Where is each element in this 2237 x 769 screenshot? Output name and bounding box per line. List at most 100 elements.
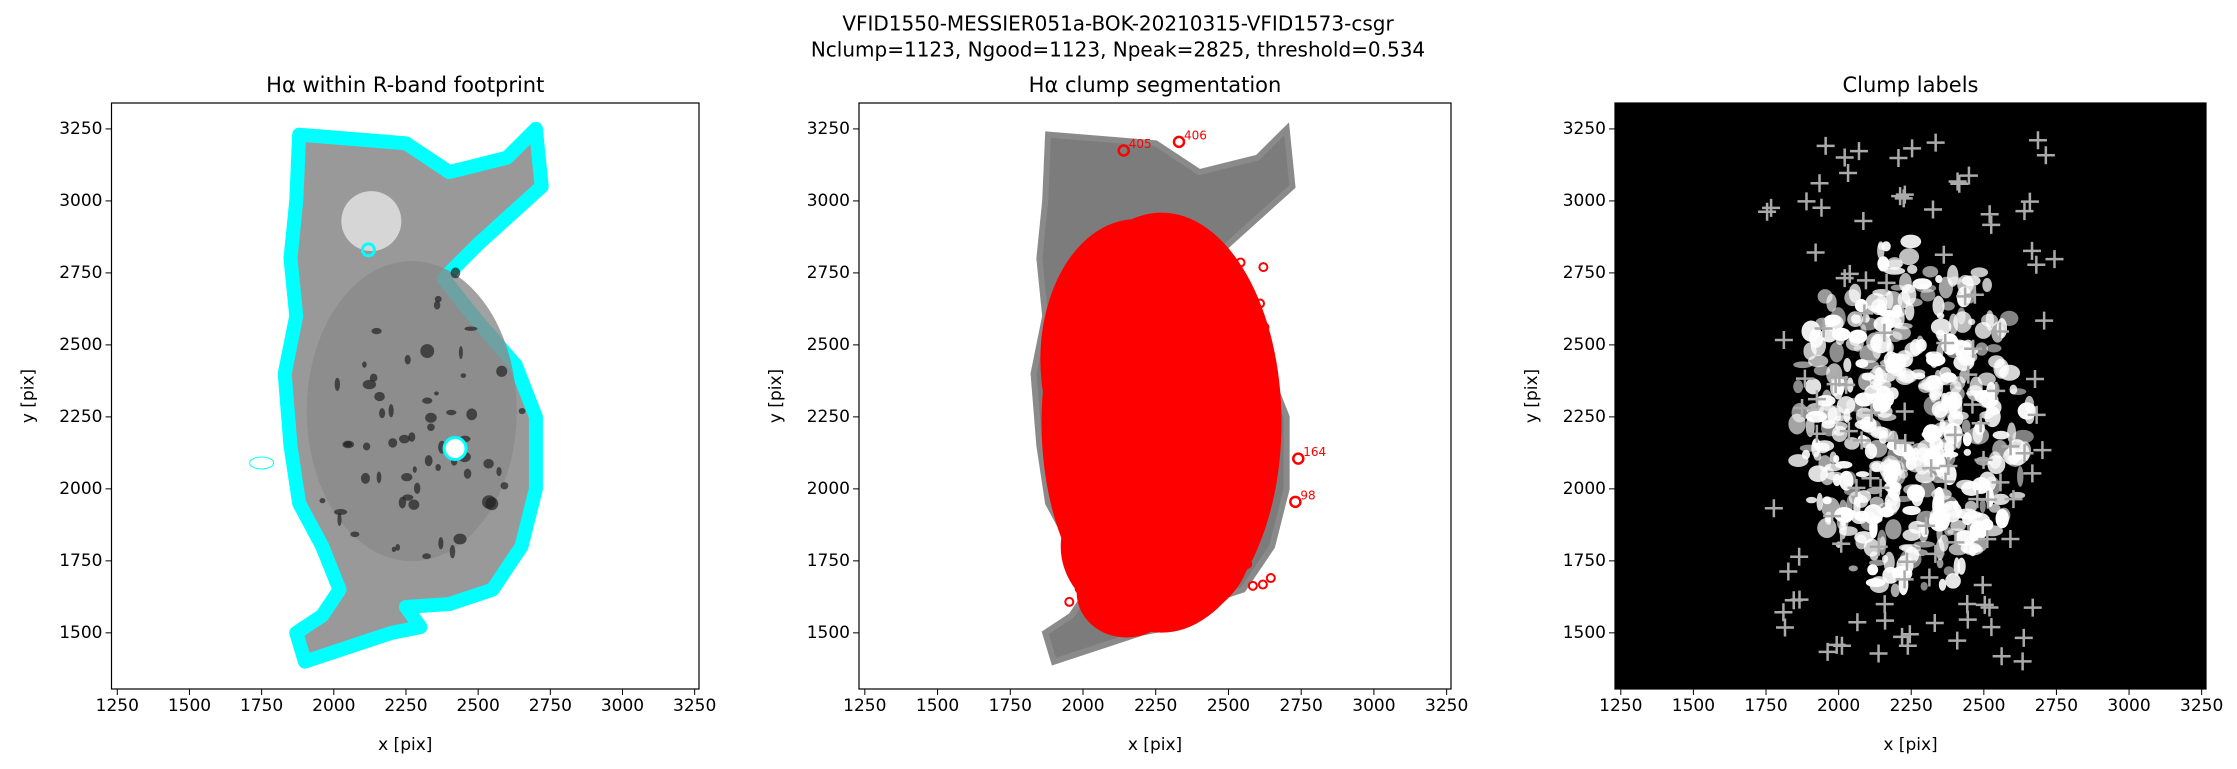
blob <box>1955 411 1969 420</box>
cross <box>1875 323 1894 342</box>
clump <box>1164 428 1175 439</box>
blob <box>1883 551 1895 574</box>
cross <box>1946 425 1965 444</box>
x-tick-label: 3000 <box>1352 696 1395 716</box>
star <box>442 436 468 462</box>
clump <box>1088 271 1099 282</box>
y-axis-label: y [pix] <box>19 369 39 423</box>
cross <box>1891 187 1910 206</box>
cross <box>1980 598 1999 617</box>
cross <box>1779 562 1798 581</box>
image <box>111 103 699 689</box>
y-tick-label: 3000 <box>59 191 102 211</box>
blob <box>1847 311 1864 328</box>
blob <box>1939 402 1956 412</box>
cross <box>1959 166 1978 185</box>
blob <box>412 466 417 473</box>
blob <box>500 482 509 490</box>
clump <box>1152 303 1163 314</box>
blob <box>1890 308 1905 329</box>
blob <box>1848 491 1863 505</box>
blob <box>1813 451 1822 461</box>
blob <box>1839 470 1854 491</box>
x-tick-label: 1500 <box>916 696 959 716</box>
clump <box>1099 558 1110 569</box>
blob <box>2017 466 2024 487</box>
blob <box>1857 359 1879 370</box>
blob <box>1966 390 1982 397</box>
blob <box>402 494 414 501</box>
clump <box>1191 593 1202 604</box>
blob <box>1805 496 1817 504</box>
blob <box>1817 289 1833 304</box>
blob <box>1902 529 1921 541</box>
blob <box>1912 278 1933 290</box>
cross <box>2027 255 2046 274</box>
x-tick-label: 2750 <box>2035 696 2078 716</box>
blob <box>1793 379 1804 394</box>
blob <box>371 327 382 335</box>
blob <box>1844 437 1860 450</box>
blob <box>425 412 437 423</box>
x-tick-label: 2750 <box>1280 696 1323 716</box>
cross <box>2015 444 2034 463</box>
blob <box>1988 451 2002 469</box>
panel-title: Hα within R-band footprint <box>266 73 544 97</box>
clump <box>1126 280 1137 291</box>
clump <box>1256 357 1267 368</box>
clump <box>1143 534 1154 545</box>
blob <box>404 354 411 365</box>
cross <box>2033 441 2052 460</box>
clump <box>1172 445 1183 456</box>
blob <box>1936 558 1944 569</box>
axes-frame <box>1614 102 2207 690</box>
x-tick-label: 2000 <box>1817 696 1860 716</box>
blob <box>249 456 275 470</box>
blob <box>1949 380 1962 394</box>
clump <box>1247 580 1258 591</box>
x-axis-label: x [pix] <box>378 735 432 755</box>
cross <box>1855 304 1874 323</box>
clump <box>1183 330 1194 341</box>
clump-marker <box>1289 495 1302 509</box>
clump <box>1109 398 1120 409</box>
blob <box>1948 543 1968 556</box>
cross <box>2023 598 2042 617</box>
blob <box>1957 557 1966 575</box>
cross <box>1849 142 1868 161</box>
cross <box>1958 595 1977 614</box>
x-tick-label: 2000 <box>312 696 355 716</box>
blob <box>464 326 478 331</box>
y-tick-label: 3250 <box>807 119 850 139</box>
clump <box>1242 558 1253 569</box>
cross <box>1895 402 1914 421</box>
blob <box>398 434 410 444</box>
cross <box>1982 215 2001 234</box>
blob <box>1887 390 1895 406</box>
y-tick-label: 3000 <box>1563 191 1606 211</box>
blob <box>350 531 360 538</box>
blob <box>1930 318 1952 336</box>
blob <box>496 466 502 477</box>
blob <box>2009 388 2027 395</box>
blob <box>1938 578 1947 591</box>
clump-marker <box>1172 135 1186 149</box>
y-tick-label: 1750 <box>807 551 850 571</box>
blob <box>1809 328 1824 348</box>
blob <box>2000 310 2019 326</box>
clump <box>1257 327 1268 338</box>
cross <box>1807 424 1826 443</box>
blob <box>1833 454 1840 464</box>
blob <box>1877 241 1885 260</box>
clump-marker <box>1117 144 1130 157</box>
blob <box>342 440 355 449</box>
blob <box>1920 581 1928 591</box>
blob <box>1883 291 1903 311</box>
x-tick-label: 2500 <box>1962 696 2005 716</box>
cross <box>1923 200 1942 219</box>
cross <box>2028 131 2047 150</box>
blob <box>1993 358 2009 379</box>
cross <box>1936 472 1955 491</box>
cross <box>1835 148 1854 167</box>
cross <box>1812 198 1831 217</box>
